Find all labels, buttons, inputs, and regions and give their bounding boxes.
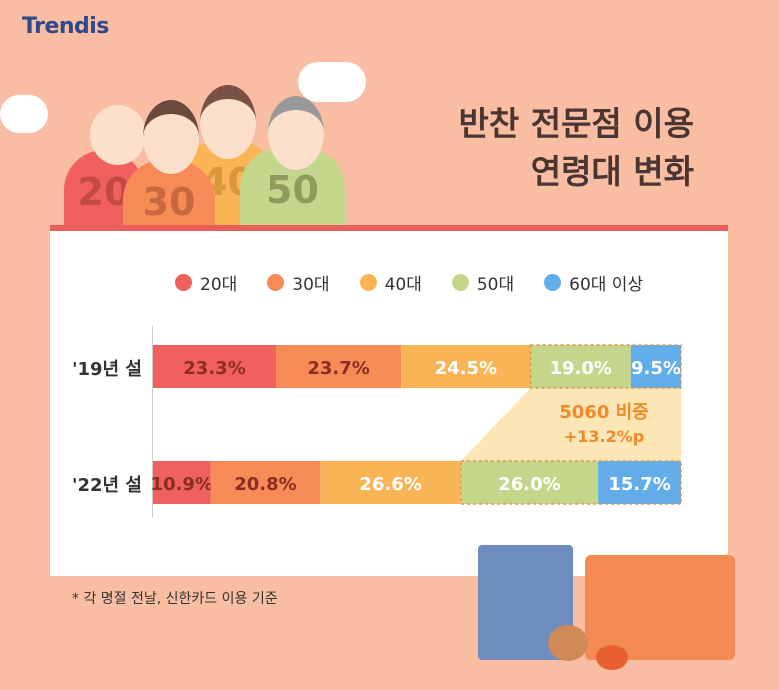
footnote: * 각 명절 전날, 신한카드 이용 기준 xyxy=(72,591,278,607)
figure-head xyxy=(268,96,324,170)
legend-item: 40대 xyxy=(359,270,422,295)
legend-item: 20대 xyxy=(175,270,237,295)
legend-swatch xyxy=(267,274,285,291)
bar-segment xyxy=(320,461,461,504)
bar-segment xyxy=(530,345,631,388)
bar-segment xyxy=(210,461,321,504)
data-label: 20.8% xyxy=(234,474,296,495)
figure-head xyxy=(143,100,199,174)
highlight-band xyxy=(460,388,681,461)
legend-label: 40대 xyxy=(384,275,422,295)
data-label: 19.0% xyxy=(549,358,611,379)
legend-item: 50대 xyxy=(451,270,515,295)
data-label: 10.9% xyxy=(151,474,213,495)
legend-label: 50대 xyxy=(476,275,515,295)
legend-label: 20대 xyxy=(200,275,238,295)
annotation-title: 5060 비중 xyxy=(559,402,648,423)
page-title: 반찬 전문점 이용 연령대 변화 xyxy=(459,100,695,196)
data-label: 23.3% xyxy=(183,358,245,379)
y-axis-line xyxy=(152,326,153,518)
bar-segment xyxy=(153,461,211,504)
row-label-2022: '22년 설 xyxy=(72,475,142,496)
bar-segment xyxy=(598,461,681,504)
annotation-value: +13.2%p xyxy=(564,427,644,446)
legend-item: 30대 xyxy=(267,270,330,295)
bar-segment xyxy=(630,345,681,388)
data-label: 15.7% xyxy=(608,474,670,495)
legend-swatch xyxy=(451,274,469,291)
cloud-icon xyxy=(298,62,366,102)
legend-label: 30대 xyxy=(292,275,330,295)
cloud-icon xyxy=(0,95,48,133)
title-line-2: 연령대 변화 xyxy=(530,152,694,191)
figure-head xyxy=(200,85,256,159)
apple-icon xyxy=(548,625,588,661)
data-label: 26.6% xyxy=(359,474,421,495)
bar-segment xyxy=(276,345,402,388)
trendis-logo: Trendis xyxy=(22,14,109,39)
data-label: 26.0% xyxy=(498,474,560,495)
gift-box-orange xyxy=(585,555,735,660)
legend-swatch xyxy=(359,274,377,291)
figure-head xyxy=(90,105,146,165)
legend-swatch xyxy=(175,274,192,291)
bar-segment xyxy=(153,345,277,388)
data-label: 23.7% xyxy=(307,358,369,379)
legend-item: 60대 이상 xyxy=(544,270,643,295)
bar-segment xyxy=(460,461,599,504)
title-line-1: 반찬 전문점 이용 xyxy=(458,104,695,143)
data-label: 24.5% xyxy=(435,358,497,379)
row-label-2019: '19년 설 xyxy=(72,359,142,380)
figure-30: 30 xyxy=(123,160,215,225)
persimmon-icon xyxy=(596,645,628,670)
legend: 20대 30대 40대 50대 60대 이상 xyxy=(175,270,643,295)
bar-segment xyxy=(401,345,531,388)
data-label: 9.5% xyxy=(631,358,681,379)
figure-50: 50 xyxy=(240,148,345,225)
legend-label: 60대 이상 xyxy=(569,275,644,295)
legend-swatch xyxy=(544,274,562,291)
5060-outline xyxy=(460,460,682,505)
